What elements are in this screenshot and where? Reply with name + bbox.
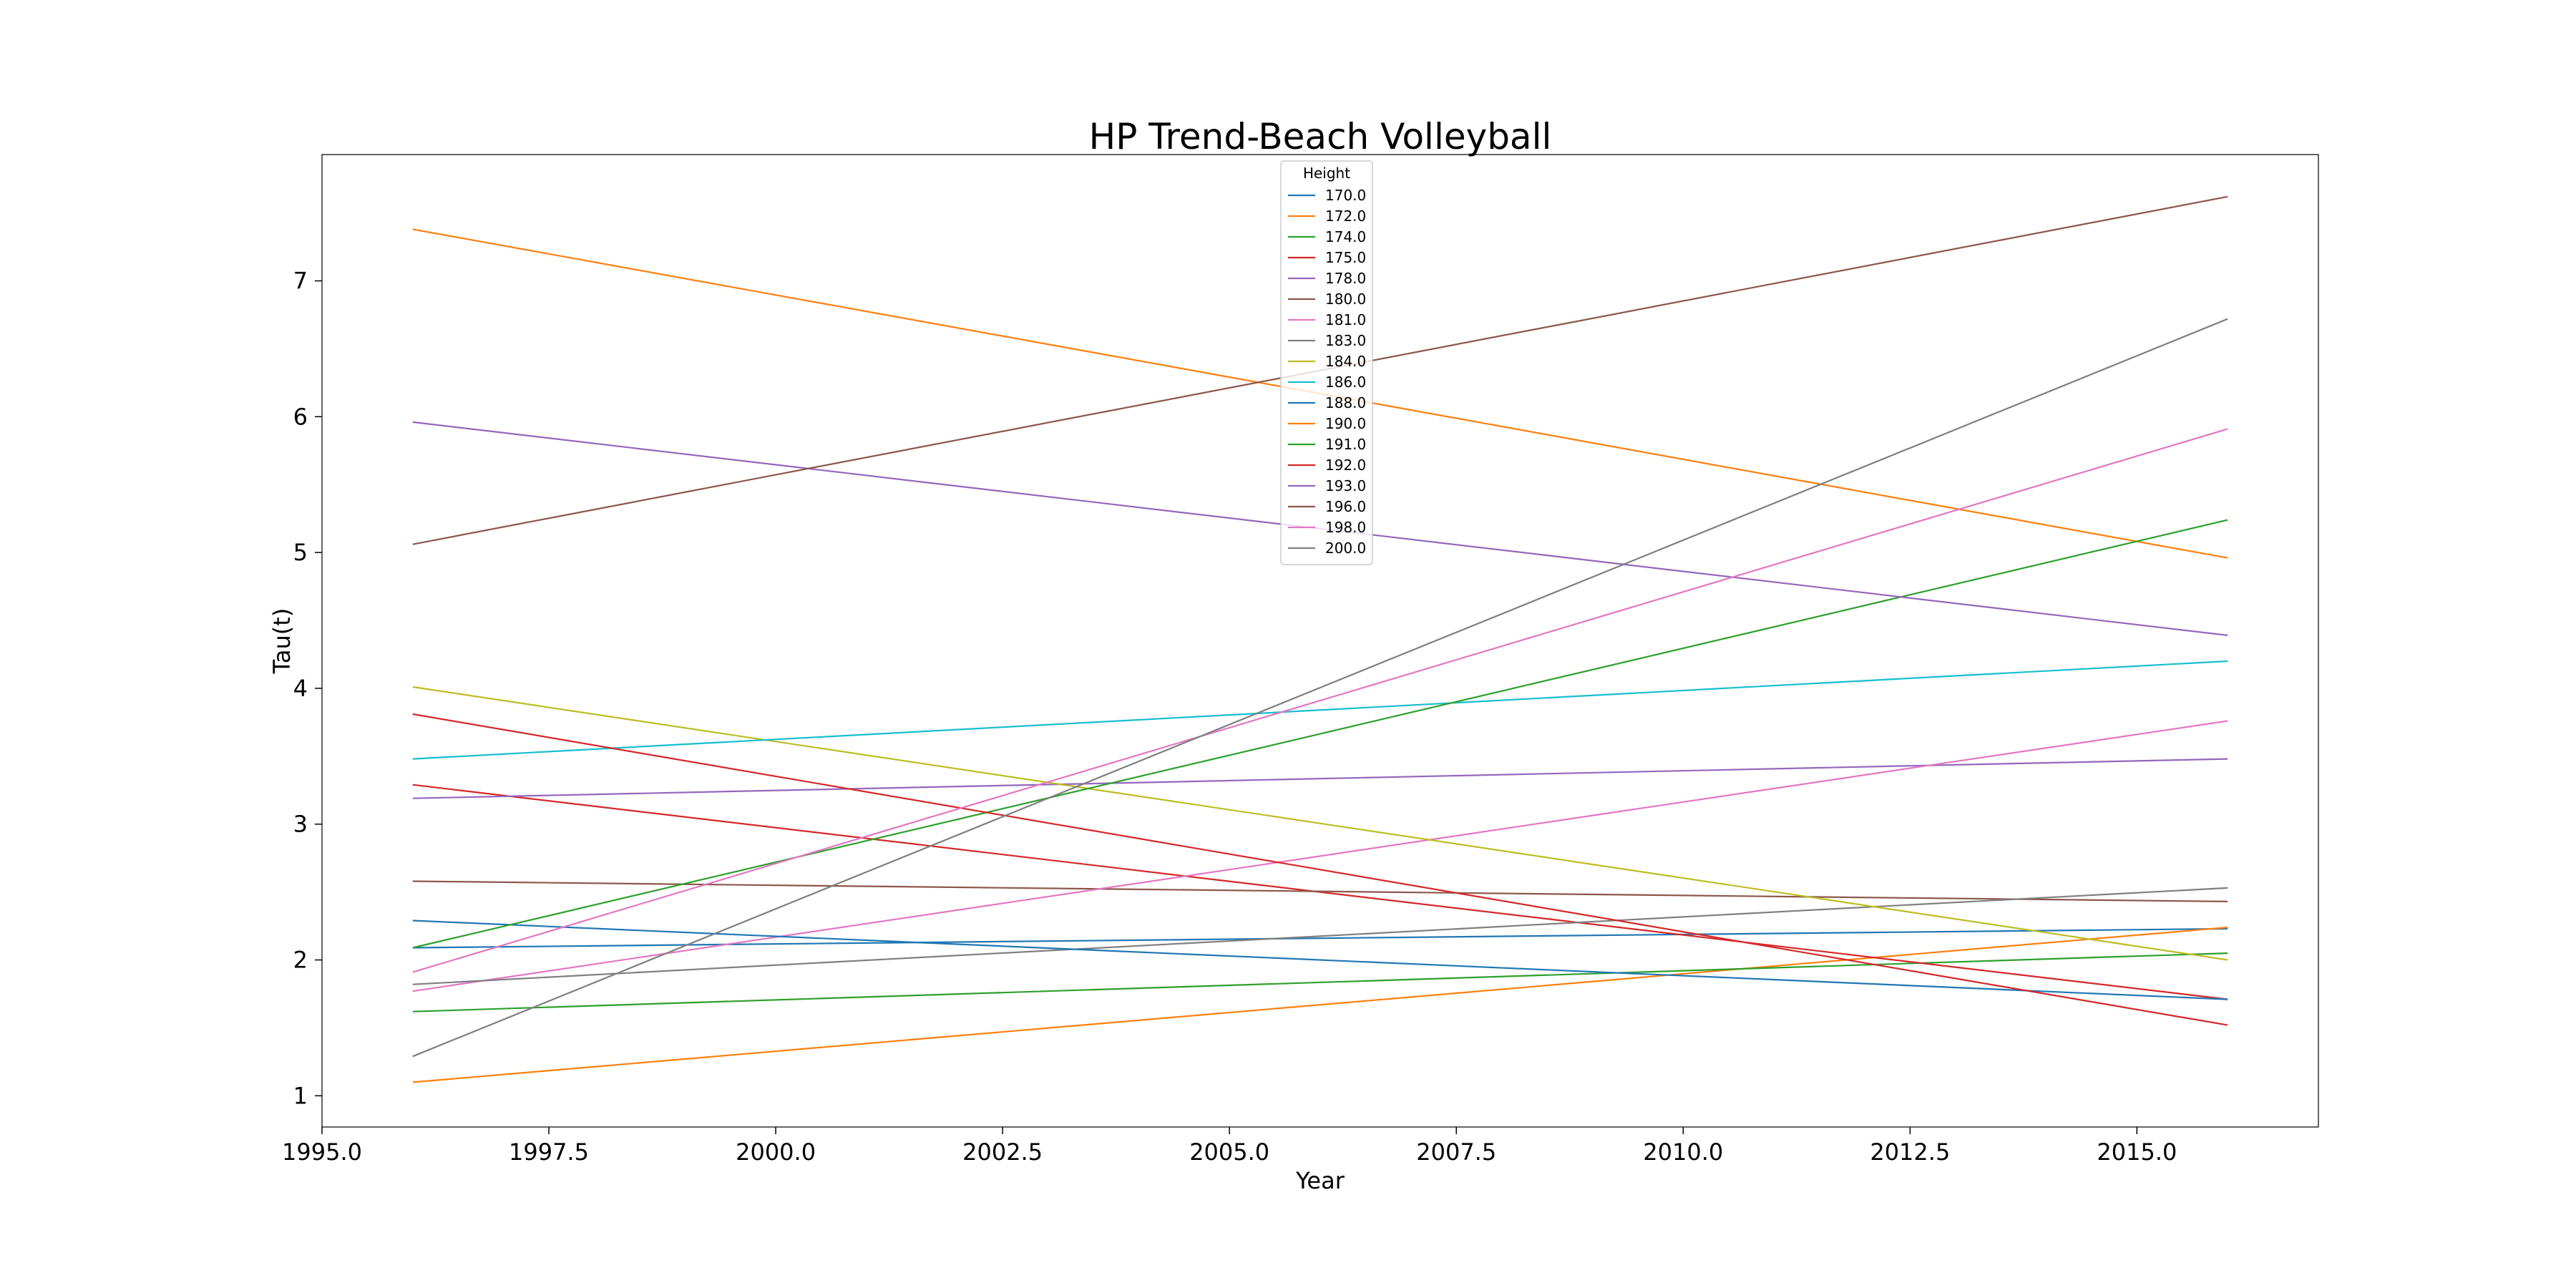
legend-item: 191.0 bbox=[1288, 436, 1366, 453]
x-tick-label: 2007.5 bbox=[1416, 1138, 1496, 1166]
y-axis: 1 2 3 4 5 6 7 bbox=[293, 268, 322, 1109]
x-tick-label: 2015.0 bbox=[2097, 1138, 2177, 1166]
y-tick-label: 2 bbox=[293, 947, 308, 974]
legend-item: 186.0 bbox=[1288, 374, 1366, 391]
legend-item: 192.0 bbox=[1288, 457, 1366, 474]
x-tick-label: 1995.0 bbox=[282, 1138, 362, 1166]
chart-title: HP Trend-Beach Volleyball bbox=[1089, 116, 1552, 157]
x-axis-title: Year bbox=[1295, 1167, 1345, 1194]
y-tick-label: 7 bbox=[293, 268, 308, 295]
y-tick-label: 1 bbox=[293, 1082, 308, 1109]
series-line-200.0 bbox=[412, 318, 2228, 1058]
legend-label: 170.0 bbox=[1325, 187, 1366, 204]
legend: Height 170.0 172.0 174.0 175.0 178.0 180.0 181… bbox=[1280, 160, 1373, 565]
legend-item: 180.0 bbox=[1288, 291, 1366, 308]
legend-label: 174.0 bbox=[1325, 228, 1366, 245]
legend-item: 200.0 bbox=[1288, 540, 1366, 557]
legend-box bbox=[1280, 160, 1373, 565]
y-tick-label: 3 bbox=[293, 811, 308, 838]
legend-label: 200.0 bbox=[1325, 540, 1366, 557]
legend-label: 184.0 bbox=[1325, 353, 1366, 370]
series-line-181.0 bbox=[412, 720, 2228, 992]
legend-item: 188.0 bbox=[1288, 394, 1366, 411]
legend-label: 193.0 bbox=[1325, 477, 1366, 494]
plot-frame bbox=[321, 154, 2319, 1128]
legend-item: 181.0 bbox=[1288, 311, 1366, 328]
legend-label: 183.0 bbox=[1325, 332, 1366, 349]
series-line-186.0 bbox=[412, 660, 2228, 760]
legend-items: 170.0 172.0 174.0 175.0 178.0 180.0 181.0 183.0… bbox=[1288, 187, 1366, 557]
x-tick-label: 2002.5 bbox=[962, 1138, 1043, 1166]
legend-label: 175.0 bbox=[1325, 249, 1366, 266]
legend-label: 196.0 bbox=[1325, 498, 1366, 515]
legend-label: 186.0 bbox=[1325, 374, 1366, 391]
x-tick-label: 1997.5 bbox=[509, 1138, 589, 1166]
x-axis: 1995.0 1997.5 2000.0 2002.5 2005.0 2007.5 2010… bbox=[282, 1127, 2177, 1166]
series-line-198.0 bbox=[412, 428, 2228, 973]
series-line-180.0 bbox=[412, 880, 2228, 902]
series-line-192.0 bbox=[412, 713, 2228, 1026]
y-tick-label: 4 bbox=[293, 675, 308, 702]
x-tick-label: 2000.0 bbox=[736, 1138, 816, 1166]
x-tick-label: 2012.5 bbox=[1870, 1138, 1950, 1166]
series-line-184.0 bbox=[412, 686, 2228, 961]
legend-item: 184.0 bbox=[1288, 353, 1366, 370]
series-line-170.0 bbox=[412, 927, 2228, 949]
legend-item: 193.0 bbox=[1288, 477, 1366, 494]
legend-label: 172.0 bbox=[1325, 208, 1366, 225]
series-line-183.0 bbox=[412, 887, 2228, 985]
legend-label: 178.0 bbox=[1325, 270, 1366, 287]
legend-label: 192.0 bbox=[1325, 457, 1366, 474]
legend-item: 196.0 bbox=[1288, 498, 1366, 515]
legend-item: 178.0 bbox=[1288, 270, 1366, 287]
y-axis-title: Tau(t) bbox=[268, 608, 296, 675]
legend-item: 183.0 bbox=[1288, 332, 1366, 349]
x-tick-label: 2010.0 bbox=[1643, 1138, 1723, 1166]
y-tick-label: 5 bbox=[293, 539, 308, 566]
legend-item: 174.0 bbox=[1288, 228, 1366, 245]
legend-label: 181.0 bbox=[1325, 311, 1366, 328]
legend-title: Height bbox=[1303, 165, 1350, 182]
series-line-172.0 bbox=[412, 926, 2228, 1083]
legend-label: 188.0 bbox=[1325, 394, 1366, 411]
series-line-191.0 bbox=[412, 519, 2228, 949]
legend-item: 172.0 bbox=[1288, 208, 1366, 225]
legend-item: 198.0 bbox=[1288, 519, 1366, 536]
legend-item: 175.0 bbox=[1288, 249, 1366, 266]
legend-label: 191.0 bbox=[1325, 436, 1366, 453]
legend-item: 190.0 bbox=[1288, 415, 1366, 432]
legend-label: 198.0 bbox=[1325, 519, 1366, 536]
x-tick-label: 2005.0 bbox=[1189, 1138, 1269, 1166]
y-tick-label: 6 bbox=[293, 403, 308, 430]
legend-label: 190.0 bbox=[1325, 415, 1366, 432]
legend-label: 180.0 bbox=[1325, 291, 1366, 308]
legend-item: 170.0 bbox=[1288, 187, 1366, 204]
